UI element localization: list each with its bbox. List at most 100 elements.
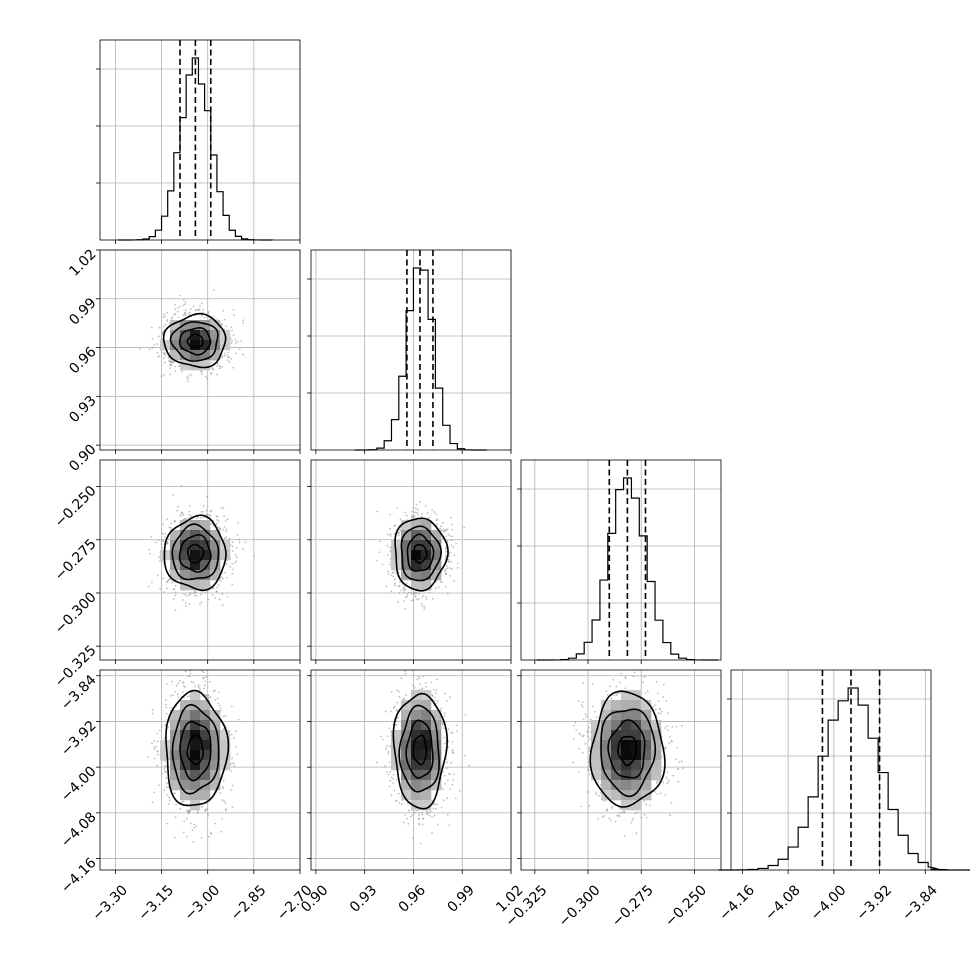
sample-point [426,810,428,813]
sample-point [174,816,177,819]
sample-point [580,805,583,808]
sample-point [412,506,415,509]
sample-point [160,375,163,377]
density-cell [160,750,171,761]
sample-point [435,689,438,692]
sample-point [451,732,454,734]
density-cell [200,520,211,531]
sample-point [209,373,212,375]
sample-point [446,813,449,816]
sample-point [397,661,399,663]
x-tick-label: −3.84 [899,882,941,924]
sample-point [215,590,218,592]
sample-point [406,802,409,805]
sample-point [220,830,223,833]
density-cell [431,760,442,771]
density-cell [200,720,211,731]
sample-point [209,514,212,517]
sample-point [386,735,389,738]
sample-point [455,724,458,727]
sample-point [432,803,435,806]
sample-point [597,818,600,820]
density-cell [401,710,412,721]
x-tick-label: −4.16 [716,882,758,924]
density-cell [421,700,432,711]
sample-point [414,592,416,595]
sample-point [579,733,582,736]
sample-point [197,684,200,686]
sample-point [415,507,417,510]
density-cell [431,730,442,741]
sample-point [221,785,224,788]
sample-point [185,601,187,604]
sample-point [444,782,446,785]
sample-point [234,342,237,344]
sample-point [164,723,167,726]
sample-point [446,539,449,542]
density-cell [220,730,231,741]
density-cell [411,750,422,761]
sample-point [162,532,164,535]
density-cell [200,730,211,741]
sample-point [581,751,584,754]
density-cell [641,760,652,771]
density-cell [411,520,422,531]
sample-point [458,789,461,792]
sample-point [584,713,587,716]
sample-point [613,694,616,697]
sample-point [177,310,179,313]
sample-point [623,811,626,813]
density-cell [190,340,201,351]
sample-point [414,686,416,689]
sample-point [396,716,399,719]
sample-point [441,788,444,790]
sample-point [581,705,584,708]
sample-point [197,686,200,688]
sample-point [231,583,234,586]
sample-point [188,311,191,314]
density-cell [421,730,432,741]
sample-point [172,361,174,364]
sample-point [384,747,387,750]
sample-point [242,319,245,322]
sample-point [610,819,612,822]
sample-point [404,607,407,610]
sample-point [600,668,602,670]
sample-point [601,816,604,818]
sample-point [624,687,627,690]
sample-point [658,708,661,711]
sample-point [671,726,674,728]
sample-point [185,605,187,607]
sample-point [595,793,598,796]
sample-point [232,737,235,739]
sample-point [226,518,229,521]
sample-point [436,699,439,702]
scatter-panel-3-2 [307,459,512,664]
sample-point [418,814,420,817]
sample-point [582,682,584,685]
sample-point [424,681,427,684]
sample-point [188,510,191,513]
contour-level-3 [400,525,442,582]
sample-point [452,778,454,781]
sample-point [418,683,421,686]
sample-point [437,586,440,589]
density-cell [621,700,632,711]
sample-point [444,692,446,695]
density-cell [180,770,191,781]
density-cell [210,740,221,751]
sample-point [388,785,391,788]
sample-point [217,520,220,523]
density-cell [200,760,211,771]
density-cell [421,760,432,771]
sample-point [162,313,165,316]
sample-point [416,511,419,514]
sample-point [434,513,437,516]
sample-point [164,532,167,535]
sample-point [204,808,207,811]
sample-point [640,816,643,819]
sample-point [207,814,210,816]
sample-point [407,822,410,825]
sample-point [421,605,424,608]
sample-point [182,831,185,834]
